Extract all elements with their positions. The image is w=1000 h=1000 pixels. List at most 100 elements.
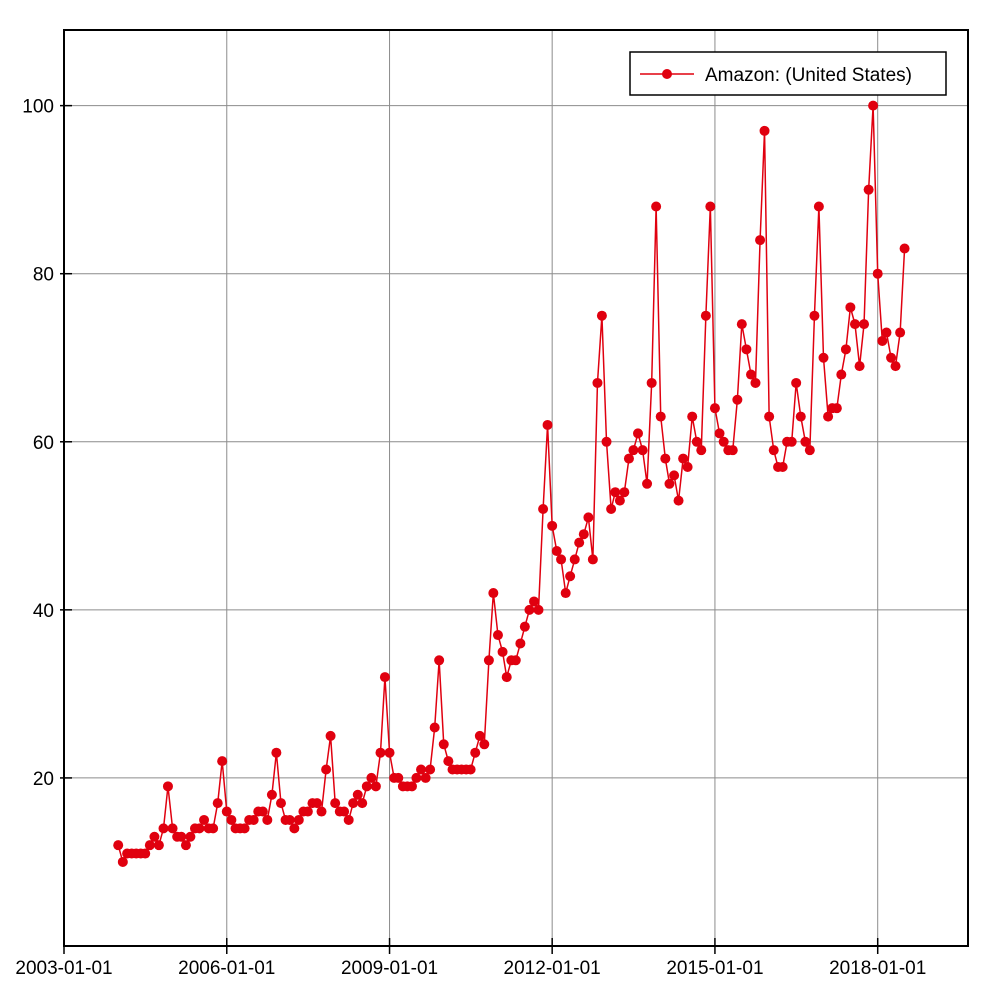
- data-point: [497, 646, 508, 657]
- legend: Amazon: (United States): [629, 51, 947, 96]
- data-point: [682, 461, 693, 472]
- data-point: [556, 554, 567, 565]
- data-point: [736, 319, 747, 330]
- data-point: [212, 798, 223, 809]
- data-point: [823, 411, 834, 422]
- data-point: [895, 327, 906, 338]
- data-point: [750, 377, 761, 388]
- x-tick-label: 2006-01-01: [178, 958, 275, 979]
- data-point: [425, 764, 436, 775]
- data-point: [533, 604, 544, 615]
- data-point: [614, 495, 625, 506]
- data-point: [515, 638, 526, 649]
- data-point: [718, 436, 729, 447]
- series-layer: [113, 100, 910, 867]
- data-point: [628, 445, 639, 456]
- data-point: [357, 798, 368, 809]
- data-point: [339, 806, 350, 817]
- data-point: [443, 756, 454, 767]
- data-point: [709, 403, 720, 414]
- plot-frame: [63, 29, 969, 947]
- data-point: [651, 201, 662, 212]
- data-point: [664, 478, 675, 489]
- data-point: [321, 764, 332, 775]
- data-point: [831, 403, 842, 414]
- data-point: [637, 445, 648, 456]
- data-point: [524, 604, 535, 615]
- data-point: [642, 478, 653, 489]
- data-point: [592, 377, 603, 388]
- data-point: [199, 814, 210, 825]
- data-point: [316, 806, 327, 817]
- data-point: [655, 411, 666, 422]
- data-point: [275, 798, 286, 809]
- data-point: [266, 789, 277, 800]
- data-point: [194, 823, 205, 834]
- data-point: [501, 672, 512, 683]
- data-point: [434, 655, 445, 666]
- data-point: [330, 798, 341, 809]
- data-point: [623, 453, 634, 464]
- data-point: [764, 411, 775, 422]
- data-point: [438, 739, 449, 750]
- data-point: [673, 495, 684, 506]
- data-point: [741, 344, 752, 355]
- data-point: [818, 352, 829, 363]
- data-point: [479, 739, 490, 750]
- data-point: [854, 361, 865, 372]
- data-point: [379, 672, 390, 683]
- data-point: [583, 512, 594, 523]
- data-point: [633, 428, 643, 439]
- data-point: [845, 302, 856, 313]
- data-point: [483, 655, 494, 666]
- data-point: [325, 730, 336, 741]
- y-tick-label: 40: [33, 601, 54, 622]
- x-tick-label: 2009-01-01: [341, 958, 438, 979]
- data-point: [547, 520, 558, 531]
- data-point: [176, 831, 187, 842]
- data-point: [859, 319, 870, 330]
- data-point: [153, 840, 164, 851]
- data-point: [669, 470, 680, 481]
- data-point: [574, 537, 585, 548]
- data-point: [800, 436, 811, 447]
- data-point: [551, 546, 562, 557]
- data-point: [375, 747, 386, 758]
- data-point: [759, 125, 770, 136]
- data-point: [113, 840, 124, 851]
- y-tick-label: 80: [33, 265, 54, 286]
- data-point: [660, 453, 671, 464]
- data-point: [646, 377, 657, 388]
- data-point: [217, 756, 228, 767]
- x-tick-label: 2018-01-01: [829, 958, 926, 979]
- data-point: [678, 453, 689, 464]
- data-point: [293, 814, 304, 825]
- data-point: [510, 655, 521, 666]
- data-point: [144, 840, 155, 851]
- data-point: [768, 445, 779, 456]
- data-point: [470, 747, 481, 758]
- data-point: [429, 722, 440, 733]
- data-point: [248, 814, 259, 825]
- data-point: [732, 394, 743, 405]
- data-point: [284, 814, 295, 825]
- y-tick-label: 60: [33, 433, 54, 454]
- data-point: [705, 201, 716, 212]
- data-point: [809, 310, 820, 321]
- data-point: [180, 840, 191, 851]
- data-point: [565, 571, 576, 582]
- data-point: [863, 184, 874, 195]
- data-point: [791, 377, 802, 388]
- data-point: [352, 789, 363, 800]
- data-point: [393, 772, 404, 783]
- data-point: [877, 335, 888, 346]
- x-axis: 2003-01-01 2006-01-01 2009-01-01 2012-01-01…: [15, 938, 926, 979]
- data-point: [289, 823, 300, 834]
- data-point: [777, 461, 788, 472]
- data-point: [836, 369, 847, 380]
- data-point: [167, 823, 178, 834]
- data-point: [149, 831, 160, 842]
- y-axis: 20 40 60 80 100: [22, 97, 72, 790]
- data-point: [343, 814, 354, 825]
